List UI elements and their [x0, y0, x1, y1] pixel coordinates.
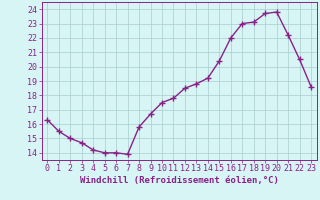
X-axis label: Windchill (Refroidissement éolien,°C): Windchill (Refroidissement éolien,°C) [80, 176, 279, 185]
